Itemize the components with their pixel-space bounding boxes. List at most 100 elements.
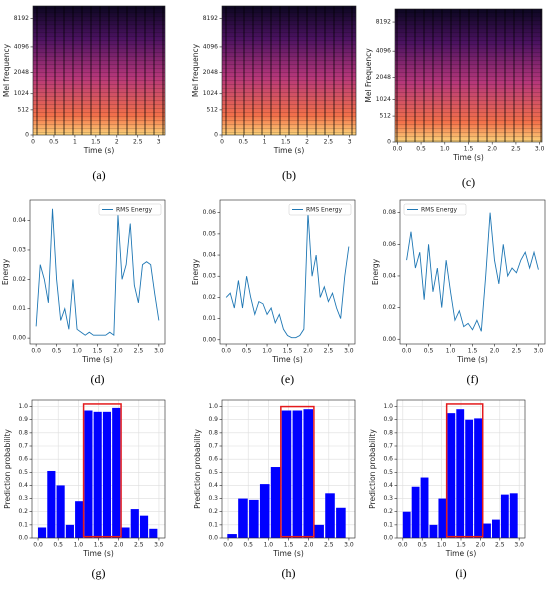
bar [47,470,56,538]
bar [336,507,346,538]
x-tick-label: 1.0 [446,348,456,355]
x-tick-label: 0.0 [31,348,41,355]
caption: (a) [92,168,105,182]
y-tick-label: 0.08 [383,209,397,216]
x-tick-label: 0.5 [52,348,62,355]
bar [227,534,237,538]
y-tick-label: 1.0 [208,403,218,410]
x-tick-label: 1 [263,139,267,146]
y-tick-label: 1.0 [18,403,28,410]
y-tick-label: 0.9 [18,416,28,423]
bar [84,410,93,538]
x-tick-label: 3.0 [344,542,354,549]
x-tick-label: 2.5 [324,348,334,355]
y-tick-label: 0.01 [13,305,27,312]
bar [259,484,270,538]
y-tick-label: 0.06 [383,241,397,248]
x-tick-label: 3 [157,139,161,146]
x-tick-label: 3.0 [154,542,164,549]
y-tick-label: 0 [214,132,218,139]
highlight-box [82,403,122,538]
bar [56,485,65,538]
x-tick-label: 1.0 [440,146,450,153]
highlight-box [280,405,315,538]
x-tick-label: 2 [115,139,119,146]
y-tick-label: 512 [18,106,30,113]
y-tick-label: 0.05 [203,230,217,237]
y-tick-label: 0.00 [203,336,217,343]
y-tick-label: 0.5 [18,469,28,476]
y-axis-label: Prediction probability [3,429,12,509]
x-tick-label: 0.5 [49,139,59,146]
x-axis-label: Time (s) [82,549,114,558]
y-tick-label: 0.04 [383,272,397,279]
y-tick-label: 0.0 [208,535,218,542]
y-tick-label: 0.7 [383,443,393,450]
y-axis-label: Prediction probability [368,429,377,509]
y-tick-label: 1024 [203,90,218,97]
y-tick-label: 8192 [203,15,218,22]
x-tick-label: 0.0 [221,348,231,355]
bar [411,486,420,538]
y-tick-label: 0.3 [383,495,393,502]
y-axis-label: Energy [1,258,10,285]
x-axis-label: Time (s) [83,146,115,155]
bar [500,494,509,538]
legend-label: RMS Energy [306,206,343,213]
bar [149,528,158,538]
x-tick-label: 1.0 [264,542,274,549]
panel: 0.0 0.1 0.2 0.3 0.4 0.5 0.6 0.7 0.8 0.9 1.0 0.0 0.5 1… [3,399,166,580]
axes-frame [32,5,166,136]
x-tick-label: 0.0 [33,542,43,549]
y-axis-label: Energy [191,258,200,285]
x-tick-label: 0.5 [416,146,426,153]
x-tick-label: 0.5 [242,348,252,355]
bar [314,524,324,538]
y-tick-label: 0.7 [208,443,218,450]
x-tick-label: 1.5 [91,139,101,146]
line-series [406,212,539,332]
y-tick-label: 0.0 [383,535,393,542]
y-tick-label: 1024 [14,90,29,97]
y-tick-label: 0.6 [18,456,28,463]
x-tick-label: 2.5 [511,146,521,153]
x-tick-label: 2.5 [134,542,144,549]
y-tick-label: 8192 [14,15,29,22]
y-tick-label: 0 [387,139,391,146]
y-tick-label: 0.1 [18,521,28,528]
bar [509,493,518,538]
x-tick-label: 1.0 [437,542,447,549]
y-tick-label: 0.02 [13,276,27,283]
bar [402,511,411,538]
x-tick-label: 1.5 [456,542,466,549]
x-tick-label: 2 [305,139,309,146]
x-tick-label: 0.5 [417,542,427,549]
bar [438,498,447,538]
x-axis-label: Time (s) [271,355,303,364]
caption: (c) [462,175,475,189]
x-tick-label: 0.0 [402,348,412,355]
spectrogram-texture [33,6,165,135]
y-tick-label: 0.01 [203,315,217,322]
x-tick-label: 1.5 [468,348,478,355]
y-tick-label: 0.02 [383,304,397,311]
y-tick-label: 4096 [14,43,29,50]
bar [429,524,438,538]
y-tick-label: 0.06 [203,209,217,216]
y-axis-label: Mel Frequency [364,48,373,103]
y-tick-label: 0 [25,132,29,139]
x-tick-label: 1.5 [284,542,294,549]
bar [93,411,102,538]
x-tick-label: 2.0 [114,542,124,549]
bar [249,499,259,538]
x-tick-label: 3.0 [535,146,545,153]
highlight-box [445,403,484,538]
y-tick-label: 4096 [203,43,218,50]
x-tick-label: 2.5 [133,139,143,146]
x-tick-label: 1 [73,139,77,146]
axes-frame [219,199,356,345]
caption: (d) [91,372,105,386]
bar [491,519,500,538]
y-tick-label: 1024 [376,96,391,103]
y-axis-label: Prediction probability [193,429,202,509]
